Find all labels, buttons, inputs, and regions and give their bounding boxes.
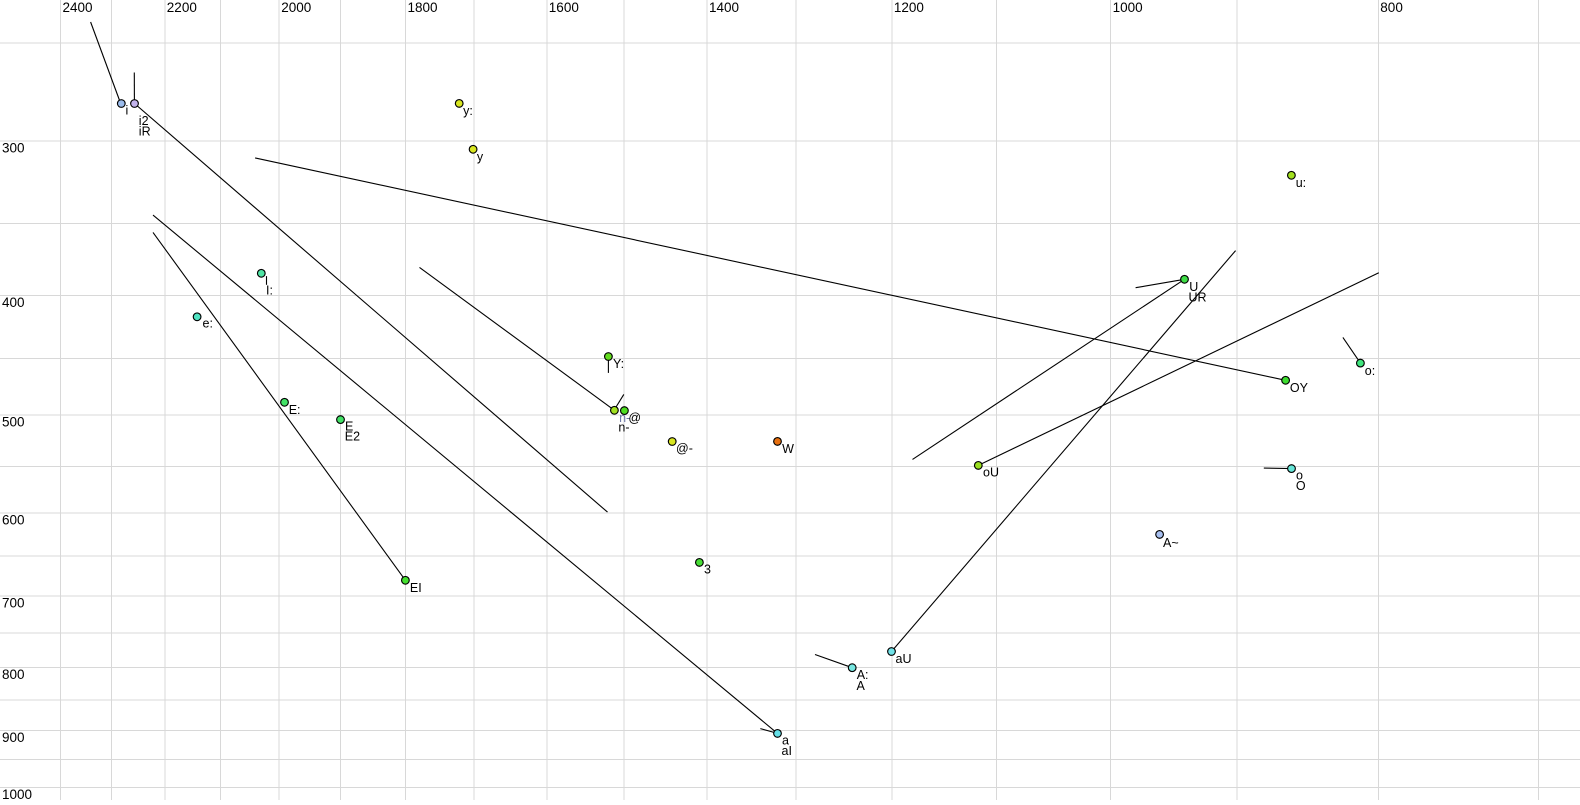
svg-text:1200: 1200: [894, 0, 924, 15]
svg-text:e:: e:: [203, 317, 213, 331]
svg-text:aU: aU: [896, 652, 912, 666]
svg-text:600: 600: [2, 513, 25, 528]
svg-text:oU: oU: [983, 466, 999, 480]
svg-text:1600: 1600: [549, 0, 579, 15]
svg-text:800: 800: [2, 667, 25, 682]
svg-text:O: O: [1296, 479, 1306, 493]
svg-text:2400: 2400: [63, 0, 93, 15]
svg-text:300: 300: [2, 140, 25, 155]
svg-text:500: 500: [2, 415, 25, 430]
svg-text:aI: aI: [782, 744, 792, 758]
svg-text:n-: n-: [618, 421, 629, 435]
svg-text:700: 700: [2, 595, 25, 610]
svg-text:400: 400: [2, 295, 25, 310]
svg-text:OY: OY: [1290, 381, 1309, 395]
svg-text:800: 800: [1380, 0, 1403, 15]
svg-text:E:: E:: [289, 403, 301, 417]
svg-text:@: @: [628, 411, 641, 425]
svg-text:1000: 1000: [1113, 0, 1143, 15]
svg-text:3: 3: [704, 562, 711, 576]
svg-text:u:: u:: [1296, 176, 1306, 190]
svg-text:A: A: [857, 679, 866, 693]
svg-text:900: 900: [2, 730, 25, 745]
svg-text:iR: iR: [139, 124, 151, 138]
svg-text:A~: A~: [1163, 536, 1179, 550]
svg-text:1000: 1000: [2, 787, 32, 800]
svg-text:1400: 1400: [709, 0, 739, 15]
svg-text:o:: o:: [1365, 364, 1375, 378]
svg-text:E2: E2: [345, 430, 360, 444]
svg-text:2200: 2200: [167, 0, 197, 15]
svg-text:i: i: [126, 104, 129, 118]
svg-text:1800: 1800: [408, 0, 438, 15]
svg-text:y:: y:: [463, 104, 473, 118]
svg-text:EI: EI: [410, 581, 422, 595]
svg-text:y: y: [477, 150, 484, 164]
svg-text:UR: UR: [1189, 291, 1207, 305]
svg-text:@-: @-: [676, 442, 693, 456]
svg-text:Y:: Y:: [613, 357, 624, 371]
svg-text:W: W: [782, 442, 794, 456]
svg-text:2000: 2000: [281, 0, 311, 15]
svg-text:I:: I:: [266, 284, 273, 298]
